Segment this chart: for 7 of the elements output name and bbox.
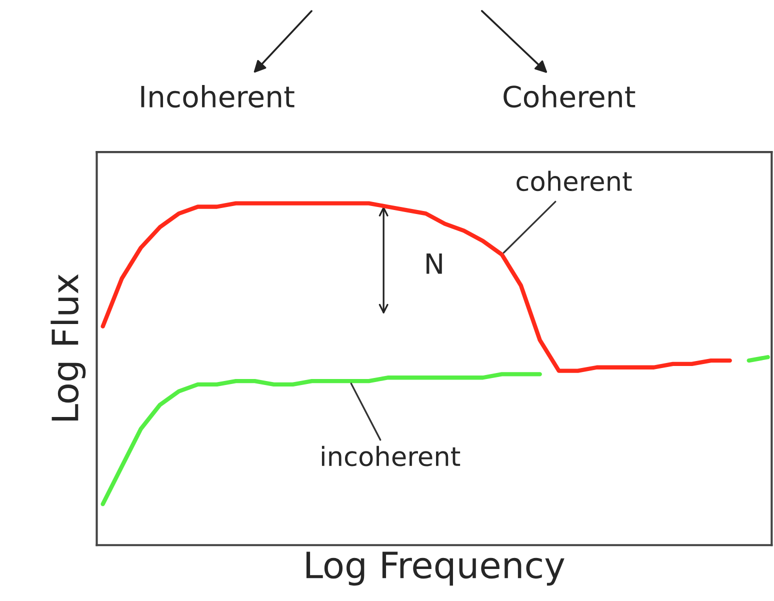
- x-axis-title: Log Frequency: [306, 552, 564, 586]
- text: Incoherent: [141, 85, 294, 108]
- text: Coherent: [504, 85, 636, 108]
- y-axis-title: Log Flux: [50, 274, 86, 421]
- text: coherent: [516, 170, 632, 192]
- annotation: N: [426, 253, 442, 274]
- text: incoherent: [322, 446, 460, 466]
